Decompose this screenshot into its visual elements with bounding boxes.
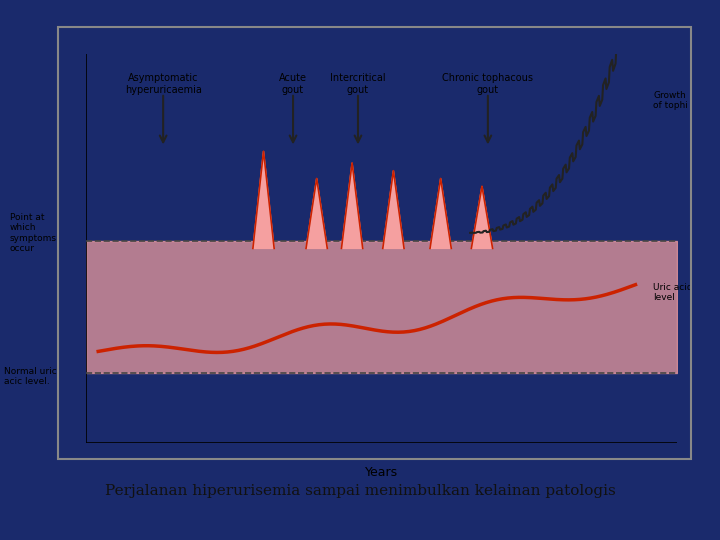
Text: Acute
gout: Acute gout: [279, 73, 307, 95]
Text: Growth
of tophi: Growth of tophi: [653, 91, 688, 110]
Text: Normal uric
acic level.: Normal uric acic level.: [4, 367, 57, 387]
Polygon shape: [383, 171, 404, 248]
Polygon shape: [253, 151, 274, 248]
Text: Uric acid
level: Uric acid level: [653, 283, 693, 302]
Text: Asymptomatic
hyperuricaemia: Asymptomatic hyperuricaemia: [125, 73, 202, 95]
Polygon shape: [341, 163, 363, 248]
Text: Point at
which
symptoms
occur: Point at which symptoms occur: [10, 213, 57, 253]
Text: Intercritical
gout: Intercritical gout: [330, 73, 386, 95]
Polygon shape: [430, 178, 451, 248]
Text: Years: Years: [365, 466, 398, 479]
Text: Perjalanan hiperurisemia sampai menimbulkan kelainan patologis: Perjalanan hiperurisemia sampai menimbul…: [104, 484, 616, 498]
Polygon shape: [472, 186, 492, 248]
Polygon shape: [306, 178, 328, 248]
Text: Chronic tophacous
gout: Chronic tophacous gout: [442, 73, 534, 95]
